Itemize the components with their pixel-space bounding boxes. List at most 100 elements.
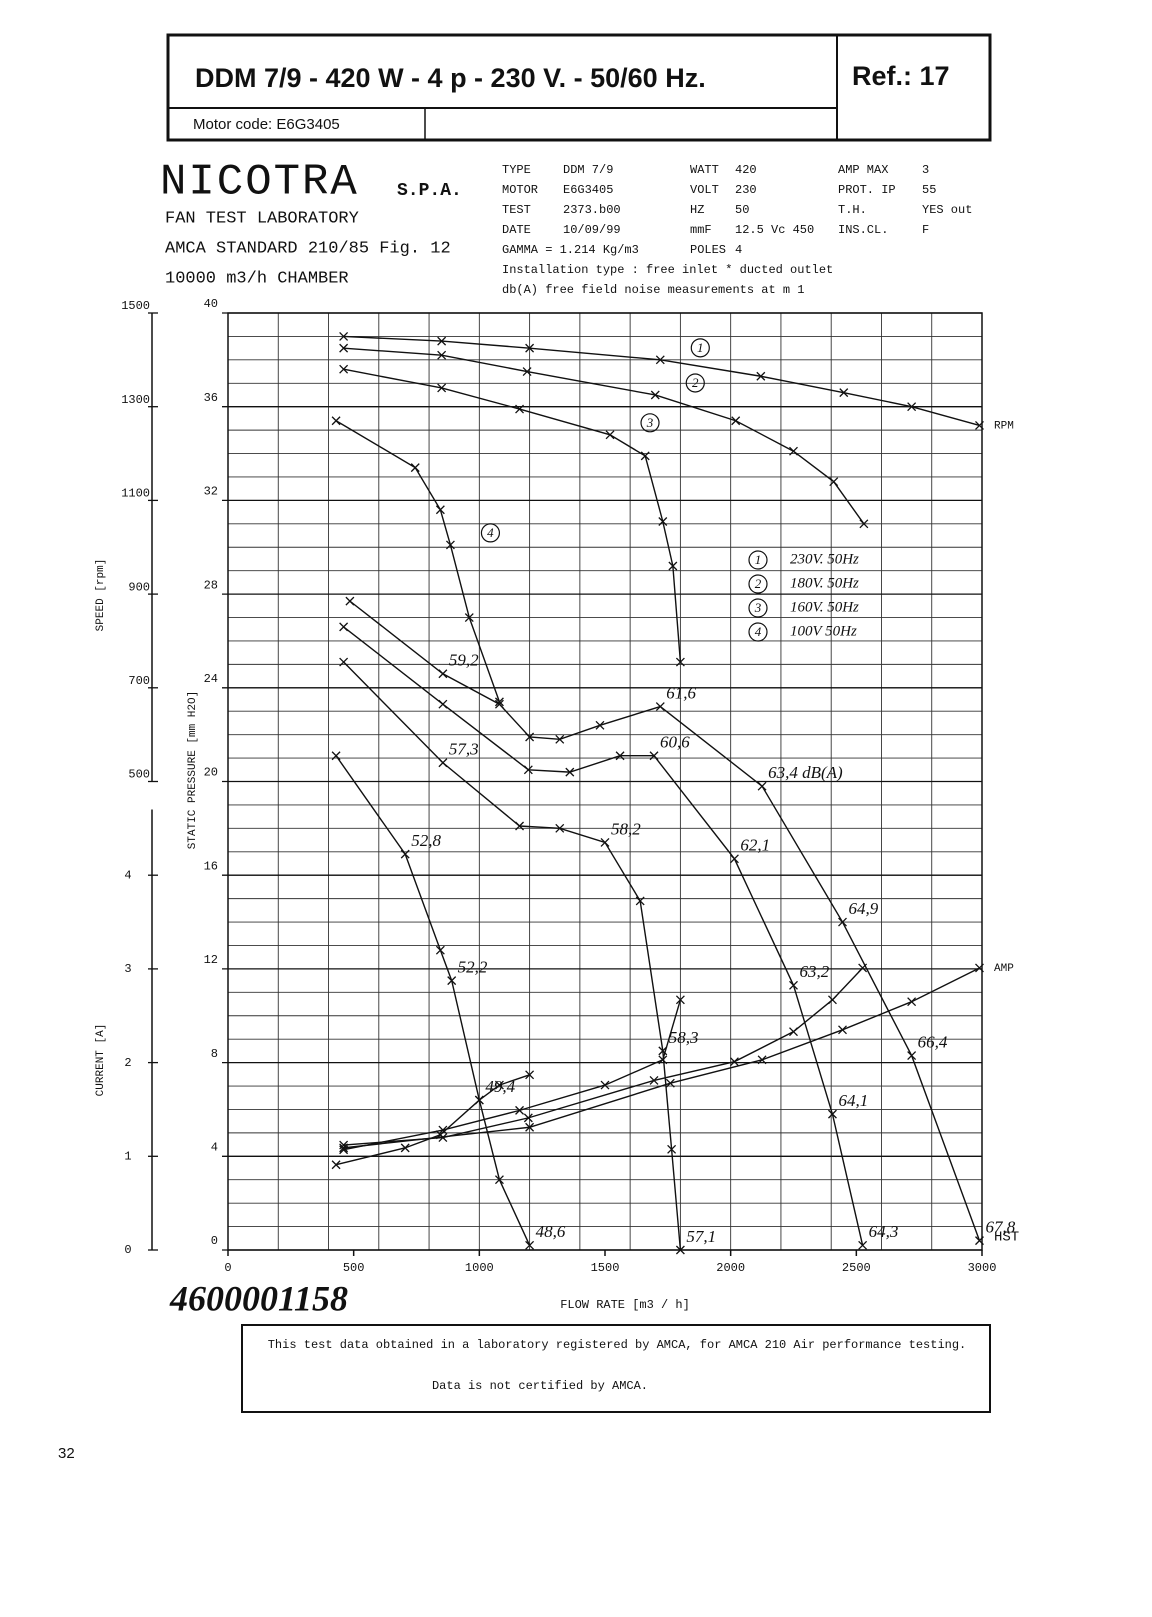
spec-value: 10/09/99 xyxy=(563,223,621,237)
speed-point xyxy=(494,697,504,707)
speed-point xyxy=(437,350,447,360)
current-point xyxy=(907,997,917,1007)
pressure-point xyxy=(400,849,410,859)
curve-number-circle xyxy=(480,523,501,543)
spec-value: 12.5 Vc 450 xyxy=(735,223,814,237)
spec-value: F xyxy=(922,223,929,237)
page-number: 32 xyxy=(58,1445,75,1462)
spec-value: 50 xyxy=(735,203,749,217)
spec-key: VOLT xyxy=(690,183,719,197)
pressure-point xyxy=(975,1236,984,1246)
speed-point xyxy=(605,430,615,440)
spec-key: POLES xyxy=(690,243,726,257)
x-tick-label: 2500 xyxy=(842,1261,871,1275)
y-tick-label: 0 xyxy=(211,1234,218,1248)
legend-circle xyxy=(748,574,768,594)
spec-key: TYPE xyxy=(502,163,531,177)
pressure-point xyxy=(435,945,445,955)
speed-point xyxy=(445,540,455,550)
x-tick-label: 1500 xyxy=(591,1261,620,1275)
pressure-point xyxy=(339,622,349,632)
pressure-point xyxy=(649,751,659,761)
speed-curve xyxy=(343,368,682,663)
speed-point xyxy=(437,383,447,393)
speed-curve xyxy=(343,347,865,525)
noise-label: 61,6 xyxy=(666,683,696,702)
lab-suffix: S.P.A. xyxy=(397,181,462,201)
pressure-point xyxy=(555,734,565,744)
noise-label: 58,3 xyxy=(669,1028,699,1047)
speed-tick-label: 700 xyxy=(128,674,150,688)
current-point xyxy=(523,1113,533,1123)
legend-circle xyxy=(748,550,768,570)
header-title: DDM 7/9 - 420 W - 4 p - 230 V. - 50/60 H… xyxy=(195,63,706,93)
noise-label: 57,1 xyxy=(686,1227,716,1246)
spec-value: 4 xyxy=(735,243,742,257)
current-point xyxy=(400,1143,410,1153)
y-tick-label: 12 xyxy=(204,953,218,967)
noise-label: 63,2 xyxy=(800,962,830,981)
noise-label: 52,2 xyxy=(458,958,488,977)
pressure-point xyxy=(675,1245,685,1255)
speed-curve xyxy=(343,335,980,427)
pressure-point xyxy=(494,1175,504,1185)
noise-label: 60,6 xyxy=(660,733,690,752)
code: 4600001158 xyxy=(169,1278,348,1318)
spec-value: 420 xyxy=(735,163,757,177)
legend-circle xyxy=(748,622,768,642)
current-axis-label: CURRENT [A] xyxy=(95,1024,107,1097)
current-point xyxy=(515,1105,525,1115)
speed-tick-label: 1100 xyxy=(121,487,150,501)
speed-point xyxy=(331,416,341,426)
pressure-point xyxy=(525,1240,535,1250)
pressure-point xyxy=(447,976,457,986)
y-tick-label: 40 xyxy=(204,297,218,311)
x-tick-label: 0 xyxy=(224,1261,231,1275)
pressure-point xyxy=(331,751,341,761)
speed-tick-label: 1300 xyxy=(121,393,150,407)
speed-point xyxy=(339,343,349,353)
pressure-point xyxy=(667,1144,677,1154)
spec-key: MOTOR xyxy=(502,183,538,197)
spec-note: Installation type : free inlet * ducted … xyxy=(502,263,833,277)
speed-point xyxy=(839,388,849,398)
legend-number: 1 xyxy=(755,552,762,567)
current-point xyxy=(665,1078,675,1088)
pressure-point xyxy=(438,758,448,768)
noise-label: 58,2 xyxy=(611,819,641,838)
noise-label: 63,4 dB(A) xyxy=(768,763,843,782)
speed-point xyxy=(640,451,650,461)
spec-key: AMP MAX xyxy=(838,163,888,177)
header-box xyxy=(166,33,992,142)
current-tick-label: 2 xyxy=(124,1056,131,1070)
pressure-point xyxy=(555,823,565,833)
spec-key: TEST xyxy=(502,203,531,217)
pressure-point xyxy=(907,1051,917,1061)
legend-label: 230V. 50Hz xyxy=(790,551,859,567)
x-tick-label: 2000 xyxy=(716,1261,745,1275)
pressure-point xyxy=(339,657,349,667)
spec-key: GAMMA = 1.214 Kg/m3 xyxy=(502,243,639,257)
pressure-point xyxy=(838,917,847,927)
pressure-point xyxy=(757,781,767,791)
current-point xyxy=(838,1025,847,1035)
pressure-point xyxy=(655,702,665,711)
pressure-point xyxy=(635,896,645,906)
current-point xyxy=(438,1125,448,1135)
spec-key: WATT xyxy=(690,163,719,177)
y-tick-label: 32 xyxy=(204,485,218,499)
noise-label: 57,3 xyxy=(449,740,479,759)
speed-point xyxy=(339,364,349,374)
speed-point xyxy=(789,446,798,456)
pressure-curve xyxy=(349,600,981,1241)
pressure-point xyxy=(615,751,625,761)
noise-label: 52,8 xyxy=(411,831,441,850)
x-tick-label: 3000 xyxy=(968,1261,997,1275)
pressure-point xyxy=(565,767,575,777)
pressure-point xyxy=(494,699,504,709)
speed-point xyxy=(410,463,420,473)
speed-point xyxy=(650,390,660,400)
legend-label: 100V 50Hz xyxy=(790,623,857,639)
spec-value: YES out xyxy=(922,203,972,217)
noise-label: 62,1 xyxy=(740,836,770,855)
